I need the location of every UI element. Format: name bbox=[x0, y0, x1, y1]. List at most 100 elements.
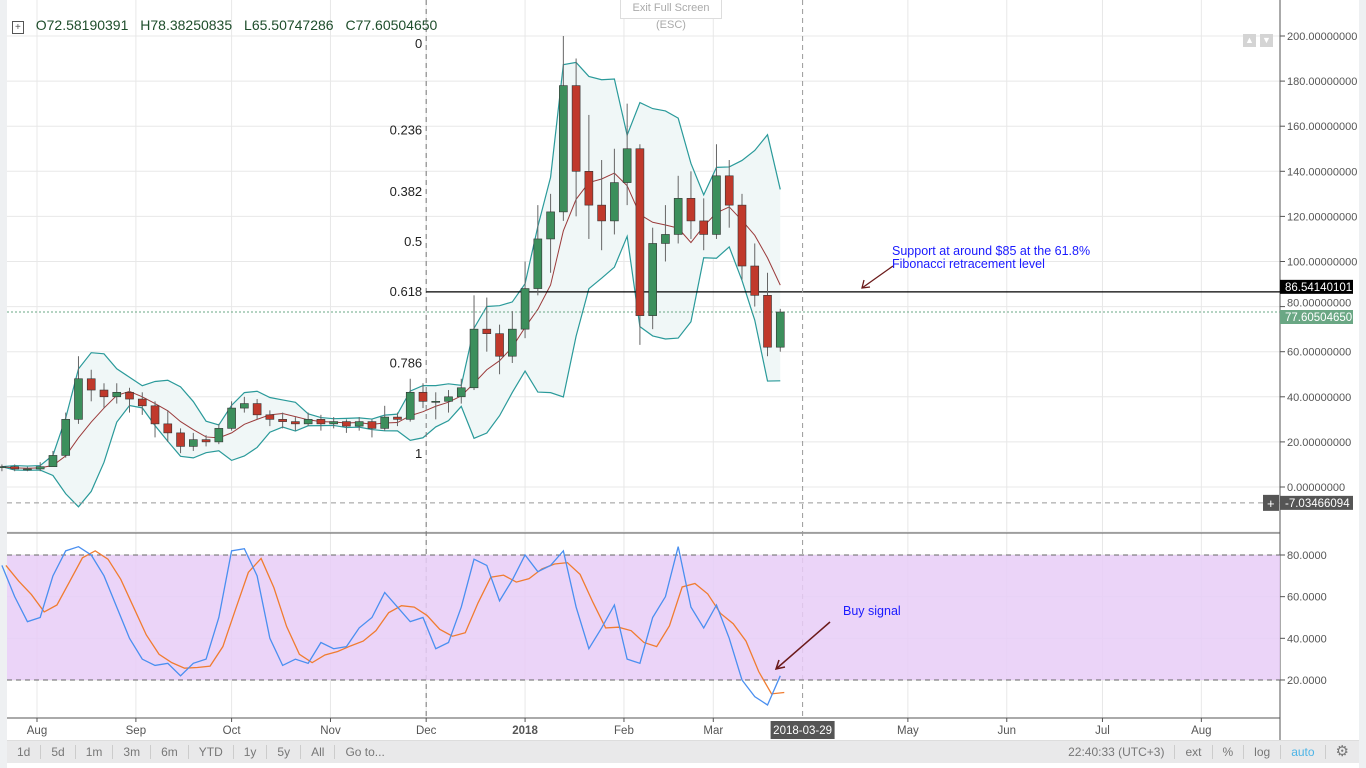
exit-fullscreen-button[interactable]: Exit Full Screen (ESC) bbox=[620, 0, 722, 31]
candle-body bbox=[750, 265, 760, 296]
candle-body bbox=[252, 403, 262, 416]
range-5d[interactable]: 5d bbox=[41, 745, 76, 759]
candle-body bbox=[367, 421, 377, 429]
price-tick-label: 100.00000000 bbox=[1287, 257, 1357, 269]
crosshair-date-label: 2018-03-29 bbox=[773, 725, 832, 737]
candle-body bbox=[571, 85, 581, 172]
candle-body bbox=[686, 198, 696, 222]
support-annotation: Support at around $85 at the 61.8% bbox=[892, 244, 1090, 258]
price-tick-label: 20.00000000 bbox=[1287, 437, 1351, 449]
add-alert-button[interactable] bbox=[1263, 494, 1279, 511]
time-tick-label: Oct bbox=[223, 725, 242, 737]
time-tick-label: 2018 bbox=[512, 725, 538, 737]
candle-body bbox=[0, 466, 7, 469]
ext-toggle[interactable]: ext bbox=[1175, 745, 1213, 759]
price-tick-label: 80.00000000 bbox=[1287, 298, 1351, 310]
stoch-d-line bbox=[5, 550, 785, 695]
price-marker-label: 77.60504650 bbox=[1285, 312, 1352, 324]
candle-body bbox=[648, 243, 657, 316]
candle-body bbox=[125, 391, 134, 400]
auto-toggle[interactable]: auto bbox=[1281, 745, 1326, 759]
price-marker-bg bbox=[1280, 495, 1353, 510]
ohlc-low: L65.50747286 bbox=[244, 17, 334, 33]
stoch-tick-label: 40.0000 bbox=[1287, 633, 1327, 645]
crosshair-toggle-icon[interactable]: + bbox=[12, 21, 24, 34]
price-tick-label: 0.00000000 bbox=[1287, 482, 1345, 494]
range-all[interactable]: All bbox=[301, 745, 336, 759]
range-1m[interactable]: 1m bbox=[76, 745, 114, 759]
candle-body bbox=[737, 204, 747, 267]
bottom-toolbar: 1d 5d 1m 3m 6m YTD 1y 5y All Go to... 22… bbox=[7, 740, 1359, 763]
candle-body bbox=[329, 421, 338, 425]
fib-level-label: 0.382 bbox=[390, 184, 423, 199]
time-tick-label: Aug bbox=[27, 725, 47, 737]
price-tick-label: 160.00000000 bbox=[1287, 121, 1357, 133]
range-5y[interactable]: 5y bbox=[267, 745, 302, 759]
candle-body bbox=[495, 333, 504, 357]
price-marker-bg bbox=[1280, 310, 1353, 325]
time-tick-label: Mar bbox=[703, 725, 723, 737]
price-tick-label: 140.00000000 bbox=[1287, 166, 1357, 178]
right-edge bbox=[1359, 0, 1366, 768]
candle-body bbox=[431, 401, 441, 403]
range-1d[interactable]: 1d bbox=[7, 745, 42, 759]
fib-level-label: 0.236 bbox=[390, 122, 423, 137]
log-toggle[interactable]: log bbox=[1244, 745, 1282, 759]
time-tick-label: Sep bbox=[126, 725, 146, 737]
pane-up-icon[interactable]: ▲ bbox=[1243, 34, 1256, 47]
range-3m[interactable]: 3m bbox=[113, 745, 152, 759]
candle-body bbox=[61, 419, 71, 456]
range-ytd[interactable]: YTD bbox=[189, 745, 234, 759]
range-6m[interactable]: 6m bbox=[151, 745, 189, 759]
candle-body bbox=[86, 378, 96, 391]
price-marker-label: -7.03466094 bbox=[1285, 498, 1350, 510]
candle-body bbox=[635, 148, 645, 316]
candle-body bbox=[724, 175, 734, 206]
percent-toggle[interactable]: % bbox=[1213, 745, 1245, 759]
candle-body bbox=[712, 175, 721, 235]
candle-body bbox=[163, 423, 173, 434]
candle-body bbox=[342, 421, 351, 427]
candle-body bbox=[763, 295, 772, 348]
time-tick-label: May bbox=[897, 725, 919, 737]
goto-button[interactable]: Go to... bbox=[345, 745, 385, 759]
price-tick-label: 60.00000000 bbox=[1287, 347, 1351, 359]
candle-body bbox=[610, 182, 619, 222]
candle-body bbox=[775, 311, 785, 348]
candle-body bbox=[673, 198, 683, 235]
pane-down-icon[interactable]: ▼ bbox=[1260, 34, 1273, 47]
time-tick-label: Aug bbox=[1191, 725, 1211, 737]
time-tick-label: Nov bbox=[320, 725, 341, 737]
price-marker-label: 86.54140101 bbox=[1285, 282, 1352, 294]
candle-body bbox=[418, 391, 428, 402]
candle-body bbox=[240, 403, 249, 409]
candle-body bbox=[456, 387, 466, 398]
range-1y[interactable]: 1y bbox=[234, 745, 268, 759]
candle-body bbox=[533, 238, 543, 289]
fib-level-label: 0 bbox=[415, 36, 422, 51]
candle-body bbox=[482, 328, 492, 334]
candle-body bbox=[597, 204, 606, 222]
bollinger-upper bbox=[1, 61, 781, 468]
time-tick-label: Feb bbox=[614, 725, 634, 737]
ohlc-close: C77.60504650 bbox=[345, 17, 438, 33]
ohlc-legend: + O72.58190391 H78.38250835 L65.50747286… bbox=[12, 17, 445, 34]
candle-body bbox=[661, 234, 670, 244]
time-tick-label: Dec bbox=[416, 725, 437, 737]
buy-signal-annotation: Buy signal bbox=[843, 604, 901, 618]
bollinger-lower bbox=[1, 234, 781, 508]
candle-body bbox=[227, 407, 236, 429]
settings-gear-icon[interactable]: ⚙ bbox=[1335, 743, 1349, 760]
candle-body bbox=[10, 466, 19, 470]
fib-level-label: 0.618 bbox=[390, 284, 423, 299]
candle-body bbox=[112, 391, 122, 398]
candle-body bbox=[508, 328, 517, 357]
price-tick-label: 40.00000000 bbox=[1287, 392, 1351, 404]
candle-body bbox=[201, 439, 211, 443]
candle-body bbox=[444, 396, 453, 402]
candle-body bbox=[265, 414, 275, 420]
candle-body bbox=[176, 432, 185, 447]
pane-controls: ▲ ▼ bbox=[1243, 34, 1273, 47]
candle-body bbox=[559, 85, 568, 213]
